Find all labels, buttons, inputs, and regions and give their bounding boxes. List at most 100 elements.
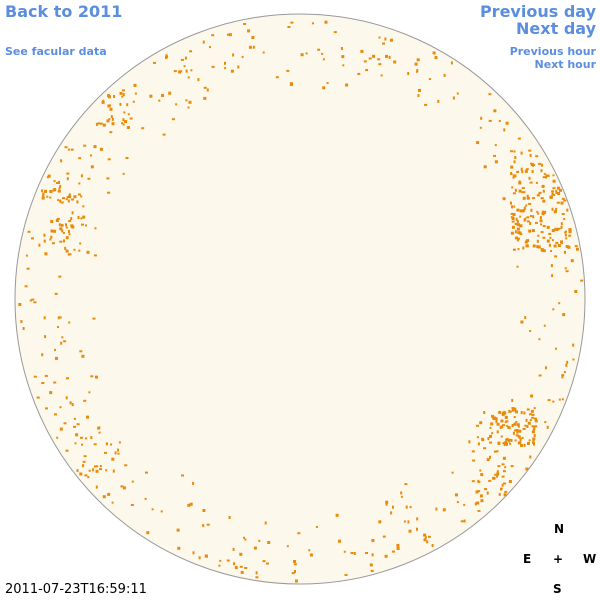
facula	[480, 473, 484, 477]
facula	[416, 517, 419, 521]
facula	[66, 196, 69, 199]
facula	[308, 549, 311, 552]
facula	[476, 141, 480, 145]
facula	[555, 347, 557, 350]
facula	[501, 475, 505, 478]
facula	[83, 455, 87, 458]
facula	[67, 148, 70, 151]
facula	[545, 366, 547, 370]
facula	[551, 190, 555, 193]
facula	[554, 255, 558, 258]
facula	[415, 70, 418, 73]
facula	[102, 99, 105, 102]
facula	[511, 398, 514, 402]
facula	[432, 51, 436, 55]
facula	[65, 198, 68, 201]
facula	[529, 413, 532, 416]
facula	[557, 192, 561, 195]
facula	[41, 196, 45, 200]
facula	[123, 111, 126, 114]
facula	[324, 20, 328, 24]
solar-disk	[14, 13, 586, 585]
facula	[529, 153, 532, 157]
facula	[555, 241, 559, 244]
facular-link[interactable]: See facular data	[5, 45, 107, 58]
facula	[511, 205, 513, 209]
facula	[60, 159, 63, 163]
facula	[526, 408, 530, 411]
previous-hour-link[interactable]: Previous hour	[509, 45, 596, 58]
facula	[33, 301, 37, 304]
facula	[503, 493, 507, 497]
facula	[79, 242, 82, 245]
facula	[43, 233, 46, 237]
facula	[54, 348, 56, 351]
facula	[542, 225, 546, 227]
back-link[interactable]: Back to 2011	[5, 2, 123, 21]
facula	[190, 69, 193, 72]
facula	[479, 469, 482, 472]
next-hour-link[interactable]: Next hour	[534, 58, 597, 71]
facula	[309, 553, 313, 557]
facula	[338, 539, 341, 543]
facula	[513, 422, 517, 426]
facula	[31, 237, 34, 240]
facula	[417, 94, 420, 98]
facula	[95, 485, 98, 489]
facula	[102, 123, 106, 127]
facula	[494, 160, 498, 164]
facula	[504, 415, 507, 419]
facula	[371, 539, 375, 542]
facula	[536, 245, 539, 249]
facula	[496, 422, 500, 426]
facula	[532, 437, 536, 441]
facula	[105, 442, 108, 446]
facula	[533, 427, 536, 431]
facula	[511, 217, 515, 220]
facula	[47, 174, 51, 178]
facula	[529, 455, 532, 459]
facula	[407, 520, 410, 524]
facula	[526, 216, 530, 219]
facula	[344, 574, 348, 576]
facula	[122, 93, 125, 97]
facula	[559, 188, 562, 192]
facula	[68, 321, 71, 324]
facula	[555, 192, 559, 194]
facula	[365, 552, 369, 554]
facula	[563, 218, 566, 221]
facula	[192, 551, 195, 555]
facula	[508, 409, 511, 413]
facula	[369, 563, 373, 567]
facula	[515, 421, 518, 423]
facula	[479, 421, 483, 425]
facula	[580, 279, 584, 282]
facula	[510, 465, 514, 468]
facula	[532, 215, 535, 219]
facula	[106, 119, 110, 123]
facula	[493, 109, 497, 113]
compass-center: +	[553, 552, 564, 566]
facula	[475, 490, 479, 494]
next-day-link[interactable]: Next day	[516, 19, 596, 38]
facula	[545, 175, 548, 179]
facula	[211, 65, 215, 68]
timestamp: 2011-07-23T16:59:11	[5, 582, 147, 597]
facula	[68, 230, 70, 233]
facula	[253, 546, 257, 550]
previous-day-link[interactable]: Previous day	[479, 2, 596, 21]
facula	[434, 56, 438, 60]
facula	[532, 244, 536, 248]
facula	[516, 423, 520, 427]
facula	[488, 479, 492, 482]
facula	[363, 60, 367, 63]
facula	[519, 209, 523, 213]
facula	[132, 100, 135, 103]
facula	[557, 244, 561, 247]
facula	[44, 252, 48, 256]
facula	[266, 562, 269, 565]
facula	[510, 165, 514, 169]
facula	[219, 559, 222, 562]
